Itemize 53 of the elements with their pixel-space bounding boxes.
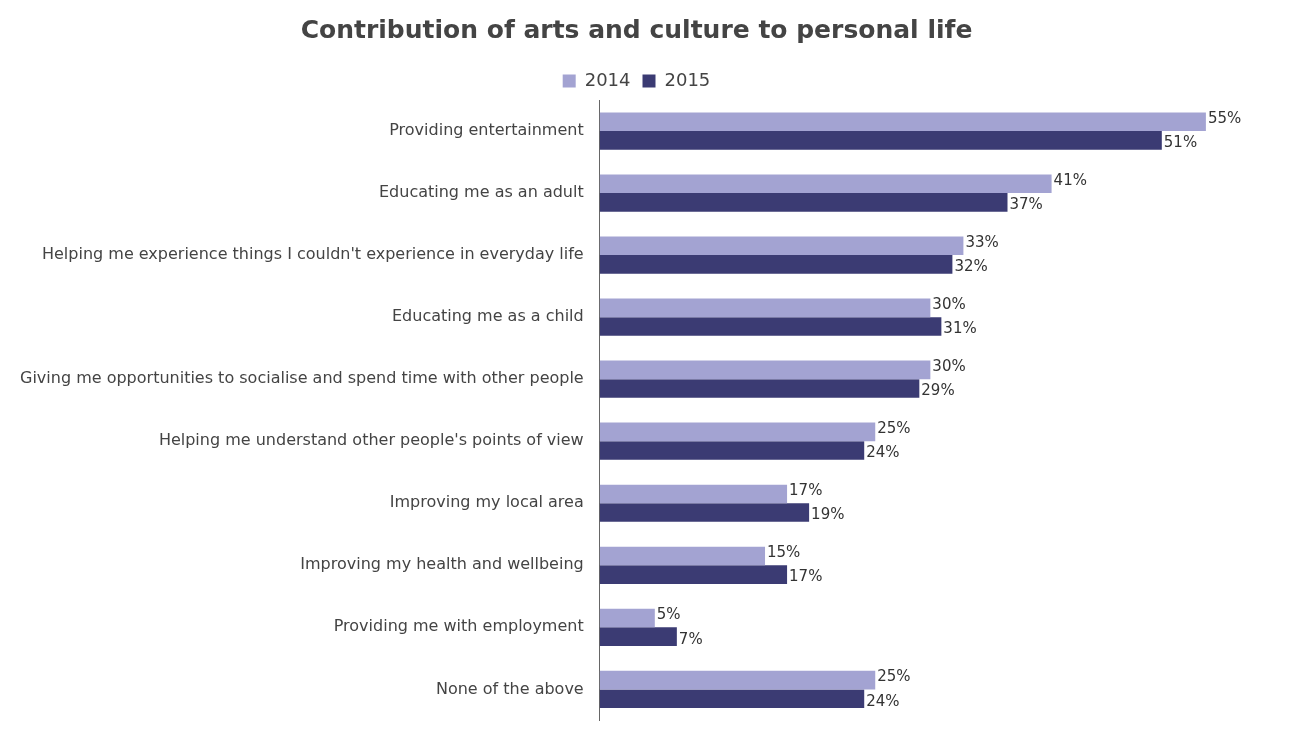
- data-label: 32%: [954, 257, 988, 276]
- bar: [599, 236, 964, 256]
- data-label: 7%: [678, 629, 703, 648]
- data-label: 30%: [932, 356, 966, 375]
- data-label: 29%: [921, 381, 955, 400]
- y-tick-label: Giving me opportunities to socialise and spend time with other people: [20, 368, 584, 388]
- bar: [599, 174, 1052, 194]
- data-label: 24%: [866, 443, 900, 462]
- bar: [599, 422, 876, 442]
- bar: [599, 360, 931, 380]
- data-label: 51%: [1163, 133, 1198, 152]
- data-label: 5%: [656, 604, 681, 623]
- bar: [599, 441, 865, 460]
- data-label: 37%: [1009, 195, 1043, 214]
- bar: [599, 546, 766, 566]
- bar: [599, 379, 920, 398]
- y-tick-label: Improving my local area: [389, 492, 584, 512]
- data-label: 17%: [789, 480, 823, 499]
- y-tick-label: Providing me with employment: [333, 616, 584, 636]
- y-tick-label: Educating me as an adult: [379, 182, 584, 202]
- y-tick-label: None of the above: [435, 678, 584, 698]
- bar: [599, 193, 1008, 212]
- y-tick-label: Helping me experience things I couldn't experience in everyday life: [41, 244, 584, 264]
- data-label: 24%: [866, 691, 900, 710]
- data-label: 31%: [943, 319, 977, 338]
- bar: [599, 503, 810, 522]
- data-label: 19%: [811, 505, 845, 524]
- data-label: 55%: [1207, 108, 1242, 127]
- legend-label: 2015: [664, 68, 711, 90]
- y-tick-label: Providing entertainment: [389, 120, 584, 140]
- data-label: 33%: [965, 232, 999, 251]
- bar: [599, 131, 1162, 150]
- bar: [599, 255, 953, 274]
- data-label: 41%: [1053, 170, 1087, 189]
- legend-label: 2014: [584, 68, 631, 90]
- data-label: 25%: [877, 418, 911, 437]
- bar: [599, 317, 942, 336]
- y-tick-label: Educating me as a child: [391, 306, 584, 326]
- data-label: 25%: [877, 666, 911, 685]
- y-tick-label: Helping me understand other people's points of view: [158, 430, 584, 450]
- bar: [599, 298, 931, 318]
- bar: [599, 565, 788, 584]
- data-label: 15%: [767, 542, 801, 561]
- bar: [599, 484, 788, 504]
- bar: [599, 608, 655, 628]
- data-label: 17%: [789, 567, 823, 586]
- bar: [599, 627, 677, 646]
- y-tick-label: Improving my health and wellbeing: [300, 554, 584, 574]
- chart-title: Contribution of arts and culture to personal life: [300, 14, 973, 44]
- bar: [599, 112, 1206, 132]
- data-label: 30%: [932, 294, 966, 313]
- bar: [599, 689, 865, 708]
- bar: [599, 670, 876, 690]
